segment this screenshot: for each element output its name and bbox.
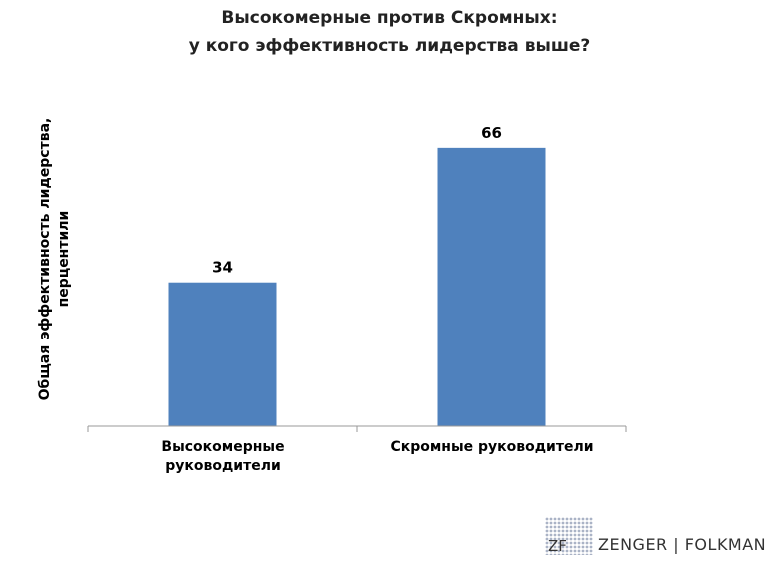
chart-title-line-2: у кого эффективность лидерства выше?: [188, 36, 591, 56]
category-label-2-line-1: Скромные руководители: [390, 439, 594, 455]
data-label-1: 34: [212, 259, 233, 277]
bar-2: [437, 147, 546, 426]
chart-title-line-1: Высокомерные против Скромных:: [221, 8, 558, 28]
logo-text: ZENGER | FOLKMAN: [598, 535, 767, 554]
logo-initials: ZF: [548, 537, 567, 555]
bar-1: [168, 282, 277, 426]
category-label-1-line-2: руководители: [165, 458, 281, 474]
category-label-2: Скромные руководители: [367, 438, 617, 457]
logo-dots-icon: ZF: [545, 517, 593, 555]
category-label-1: Высокомерные руководители: [98, 438, 348, 476]
data-label-2: 66: [481, 124, 502, 142]
category-label-1-line-1: Высокомерные: [161, 439, 285, 455]
